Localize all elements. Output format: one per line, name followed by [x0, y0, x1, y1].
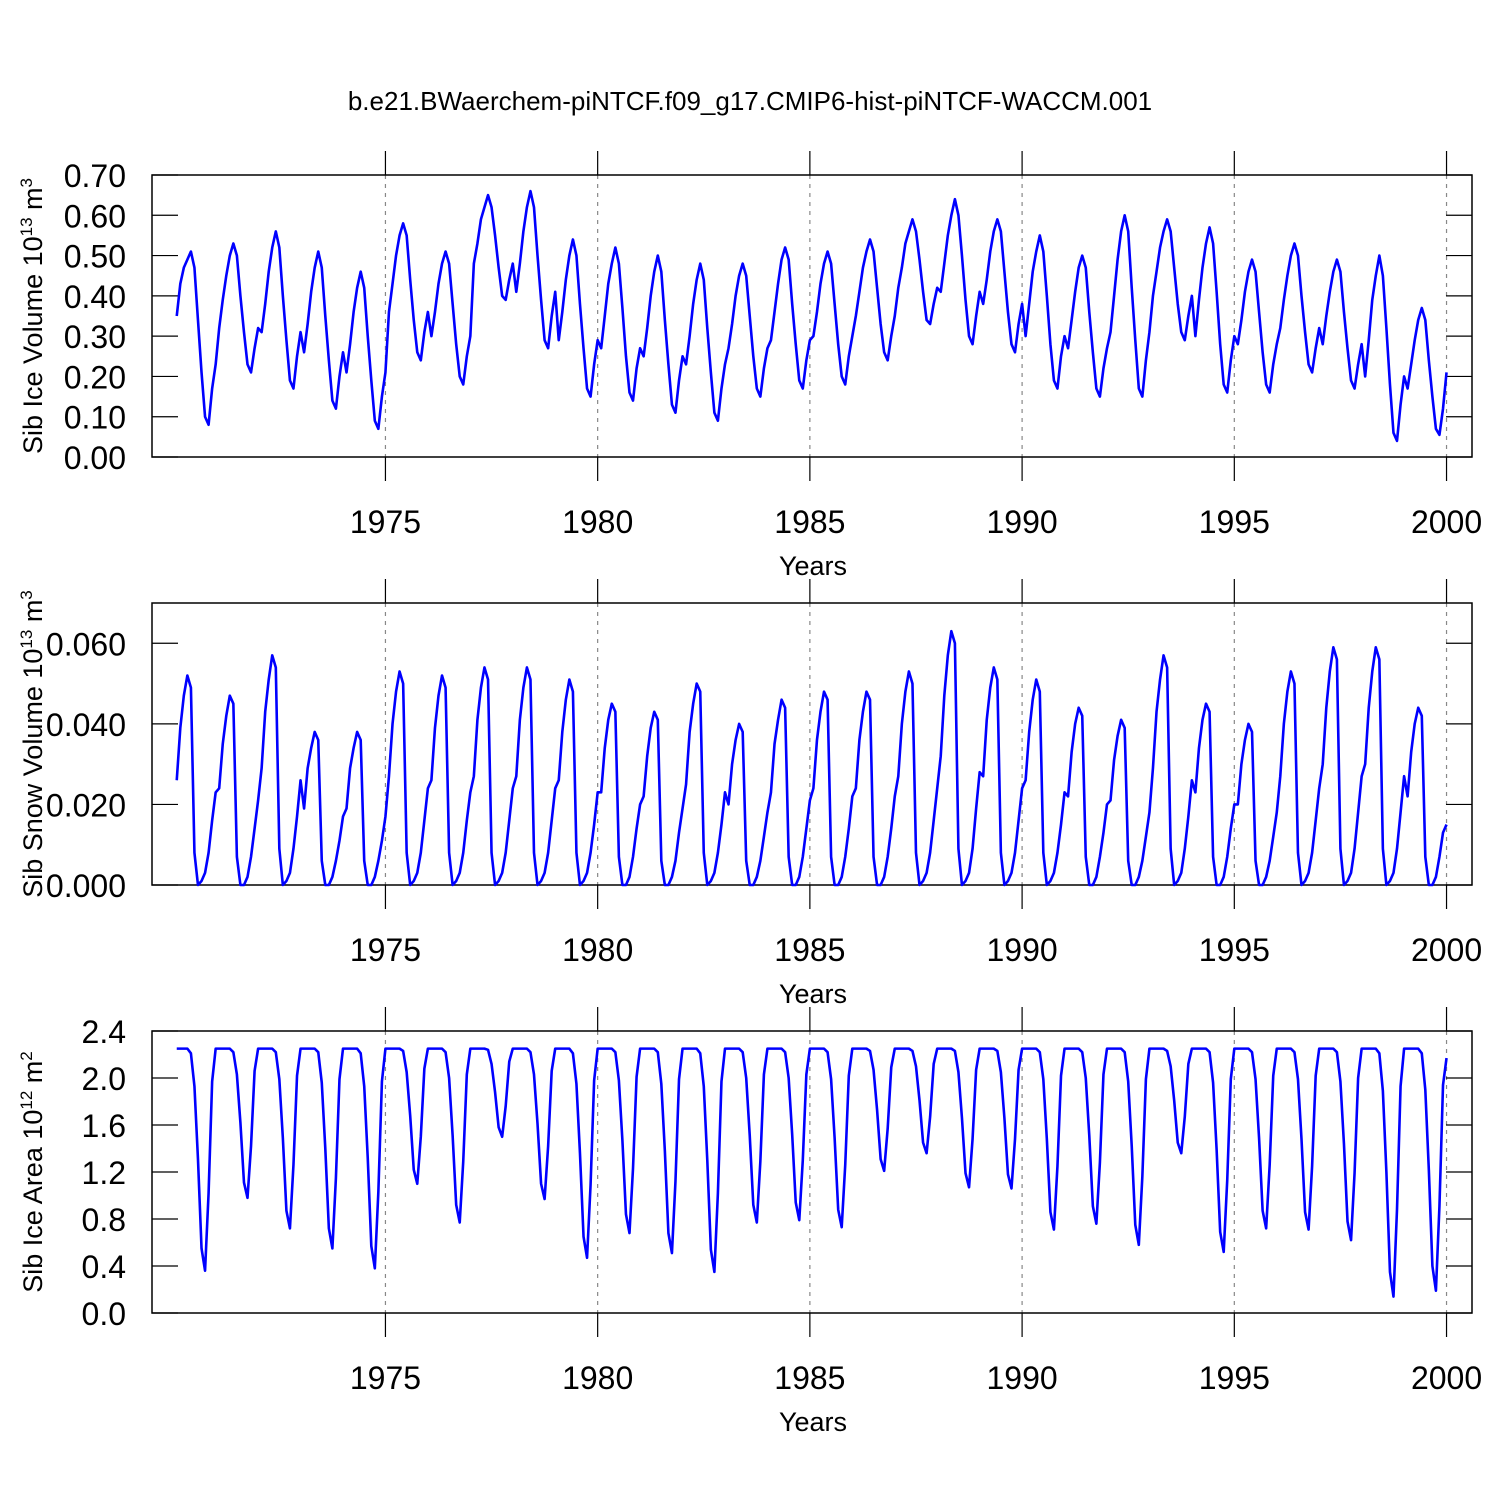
x-tick-label: 1985 — [774, 504, 845, 540]
y-tick-label: 0.040 — [46, 707, 126, 743]
data-line — [175, 189, 1448, 443]
x-tick-label: 1990 — [987, 1360, 1058, 1396]
y-axis-label-part: m — [18, 1061, 48, 1091]
x-tick-label: 1990 — [987, 932, 1058, 968]
x-tick-label: 1980 — [562, 932, 633, 968]
y-axis-label-exponent: 12 — [17, 1091, 36, 1110]
y-axis-label-exponent: 2 — [17, 1051, 36, 1060]
y-axis-label-part: Sib Ice Volume 10 — [18, 236, 48, 454]
x-tick-label: 1975 — [350, 932, 421, 968]
x-tick-label: 1995 — [1199, 1360, 1270, 1396]
y-axis-label-exponent: 13 — [17, 217, 36, 236]
y-tick-label: 1.2 — [82, 1155, 126, 1191]
x-tick-label: 2000 — [1411, 932, 1482, 968]
data-line — [175, 629, 1448, 887]
x-axis-label: Years — [779, 1407, 847, 1437]
y-tick-label: 0.4 — [82, 1249, 126, 1285]
y-tick-label: 0.00 — [64, 440, 126, 476]
y-tick-label: 0.20 — [64, 359, 126, 395]
chart-title: b.e21.BWaerchem-piNTCF.f09_g17.CMIP6-his… — [348, 86, 1152, 116]
y-tick-label: 0.70 — [64, 158, 126, 194]
x-tick-label: 1975 — [350, 1360, 421, 1396]
x-tick-label: 1985 — [774, 1360, 845, 1396]
plot-frame — [151, 174, 1473, 458]
y-axis-label-part: m — [18, 600, 48, 630]
y-axis-label-part: Sib Ice Area 10 — [18, 1110, 48, 1293]
x-tick-label: 1975 — [350, 504, 421, 540]
y-axis-label: Sib Snow Volume 1013 m3 — [17, 590, 48, 898]
y-axis-label-exponent: 13 — [17, 630, 36, 649]
y-tick-label: 0.10 — [64, 400, 126, 436]
y-tick-label: 0.8 — [82, 1202, 126, 1238]
y-axis-label: Sib Ice Area 1012 m2 — [17, 1051, 48, 1293]
y-tick-label: 1.6 — [82, 1108, 126, 1144]
y-tick-label: 0.30 — [64, 319, 126, 355]
y-axis-label-part: m — [18, 187, 48, 217]
y-axis-label: Sib Ice Volume 1013 m3 — [17, 178, 48, 454]
data-line — [176, 1047, 1448, 1298]
x-tick-label: 1990 — [987, 504, 1058, 540]
y-axis-label-exponent: 3 — [17, 590, 36, 599]
y-tick-label: 2.0 — [82, 1061, 126, 1097]
y-tick-label: 0.50 — [64, 239, 126, 275]
plot-frame — [151, 1030, 1473, 1314]
y-axis-label-part: Sib Snow Volume 10 — [18, 649, 48, 898]
y-tick-label: 0.40 — [64, 279, 126, 315]
y-tick-label: 0.020 — [46, 787, 126, 823]
y-tick-label: 0.60 — [64, 198, 126, 234]
y-tick-label: 0.000 — [46, 868, 126, 904]
y-tick-label: 0.060 — [46, 626, 126, 662]
y-tick-label: 0.0 — [82, 1296, 126, 1332]
x-tick-label: 1985 — [774, 932, 845, 968]
x-axis-label: Years — [779, 551, 847, 581]
plot-frame — [151, 602, 1473, 886]
x-tick-label: 2000 — [1411, 504, 1482, 540]
x-tick-label: 2000 — [1411, 1360, 1482, 1396]
x-tick-label: 1995 — [1199, 504, 1270, 540]
y-tick-label: 2.4 — [82, 1014, 126, 1050]
y-axis-label-exponent: 3 — [17, 178, 36, 187]
x-tick-label: 1995 — [1199, 932, 1270, 968]
x-tick-label: 1980 — [562, 1360, 633, 1396]
x-axis-label: Years — [779, 979, 847, 1009]
x-tick-label: 1980 — [562, 504, 633, 540]
